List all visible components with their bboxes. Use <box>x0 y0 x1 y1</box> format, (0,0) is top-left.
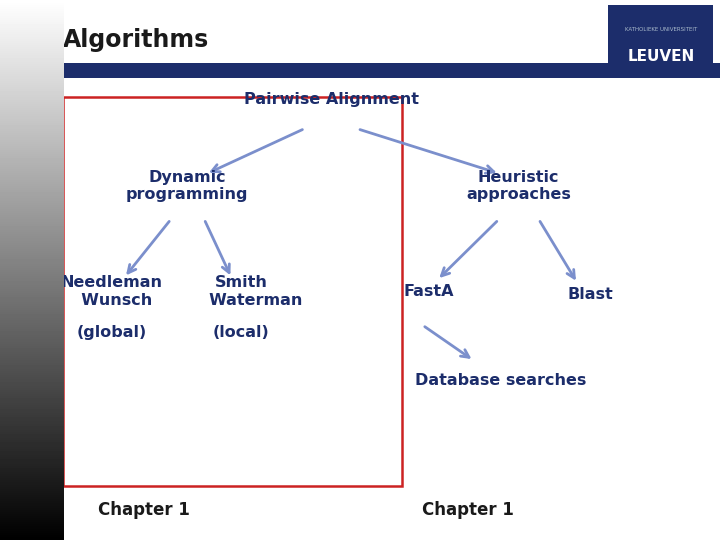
Text: Database searches: Database searches <box>415 373 586 388</box>
Text: Smith
     Waterman: Smith Waterman <box>181 275 302 308</box>
FancyBboxPatch shape <box>608 5 713 73</box>
FancyBboxPatch shape <box>0 63 720 78</box>
Text: Algorithms: Algorithms <box>63 29 210 52</box>
Text: Needleman
  Wunsch: Needleman Wunsch <box>60 275 163 308</box>
Text: Chapter 1: Chapter 1 <box>422 501 514 519</box>
Text: KATHOLIEKE UNIVERSITEIT: KATHOLIEKE UNIVERSITEIT <box>625 27 697 32</box>
Text: Chapter 1: Chapter 1 <box>98 501 190 519</box>
Text: (local): (local) <box>213 325 269 340</box>
Text: Blast: Blast <box>567 287 613 302</box>
Text: LEUVEN: LEUVEN <box>627 49 695 64</box>
Text: Pairwise Alignment: Pairwise Alignment <box>243 92 419 107</box>
Text: (global): (global) <box>76 325 147 340</box>
Text: Heuristic
approaches: Heuristic approaches <box>466 170 571 202</box>
Text: Dynamic
programming: Dynamic programming <box>126 170 248 202</box>
Text: FastA: FastA <box>403 284 454 299</box>
FancyBboxPatch shape <box>0 0 720 65</box>
